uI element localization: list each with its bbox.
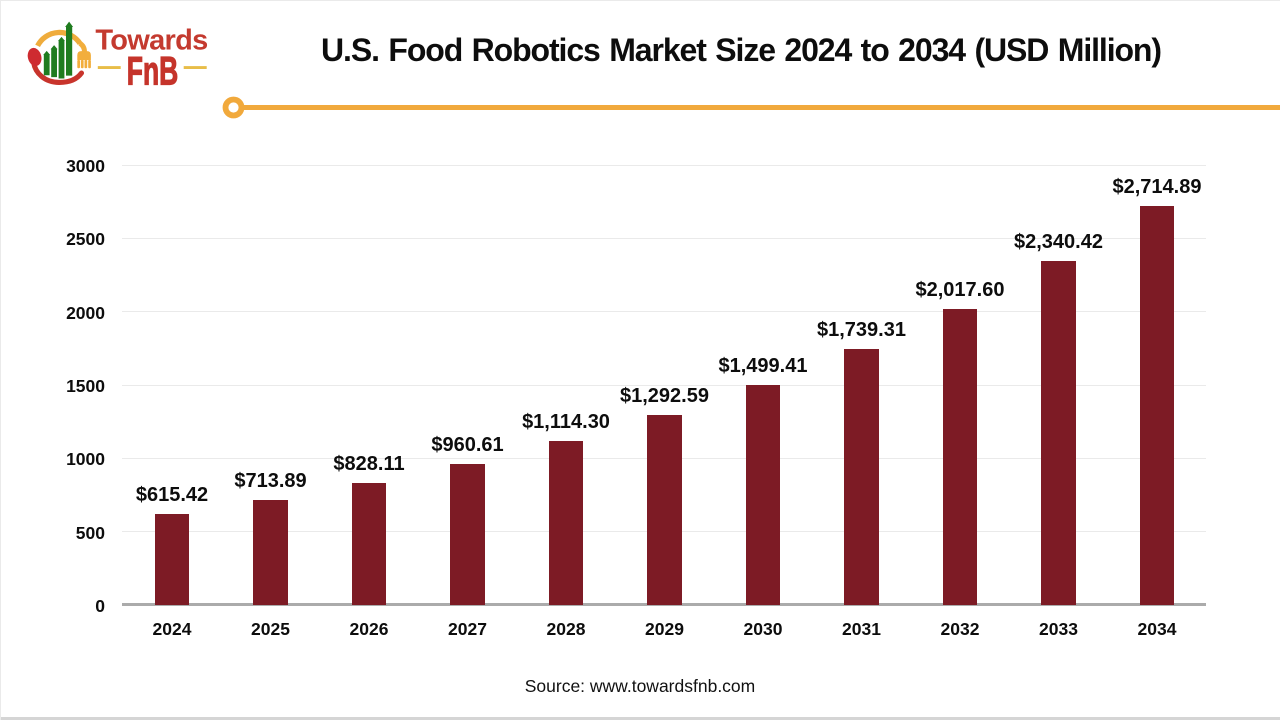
svg-text:FnB: FnB	[127, 50, 178, 93]
svg-text:Towards: Towards	[95, 24, 207, 56]
